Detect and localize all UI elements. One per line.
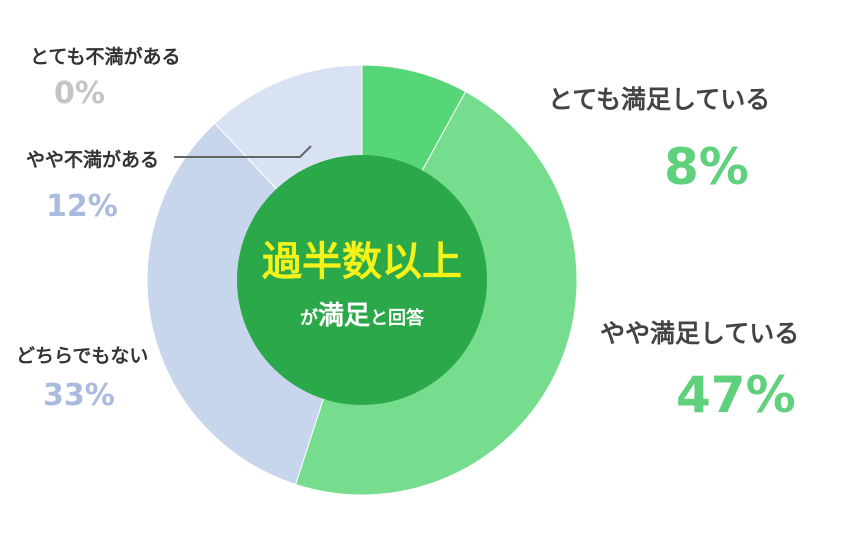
center-sub-main: 満足 (317, 301, 370, 331)
label-slightly-satisfied: やや満足している (600, 319, 800, 348)
center-sub-prefix: が (299, 308, 318, 329)
label-very-unsatisfied: とても不満がある (30, 46, 181, 68)
center-subline: が満足と回答 (237, 295, 487, 332)
label-very-satisfied: とても満足している (548, 85, 771, 114)
pct-very-unsatisfied: 0% (54, 76, 105, 111)
center-sub-suffix: と回答 (370, 308, 424, 329)
pct-slightly-unsatisfied: 12% (46, 189, 118, 224)
center-circle (237, 155, 487, 405)
pct-neutral: 33% (43, 378, 115, 413)
center-headline: 過半数以上 (262, 239, 462, 285)
label-slightly-unsatisfied: やや不満がある (26, 149, 160, 171)
center-text: 過半数以上 が満足と回答 (237, 225, 487, 335)
pct-very-satisfied: 8% (664, 138, 749, 196)
pct-slightly-satisfied: 47% (676, 366, 796, 424)
label-neutral: どちらでもない (16, 345, 149, 367)
leader-line-slightly-unsatisfied (174, 145, 312, 158)
